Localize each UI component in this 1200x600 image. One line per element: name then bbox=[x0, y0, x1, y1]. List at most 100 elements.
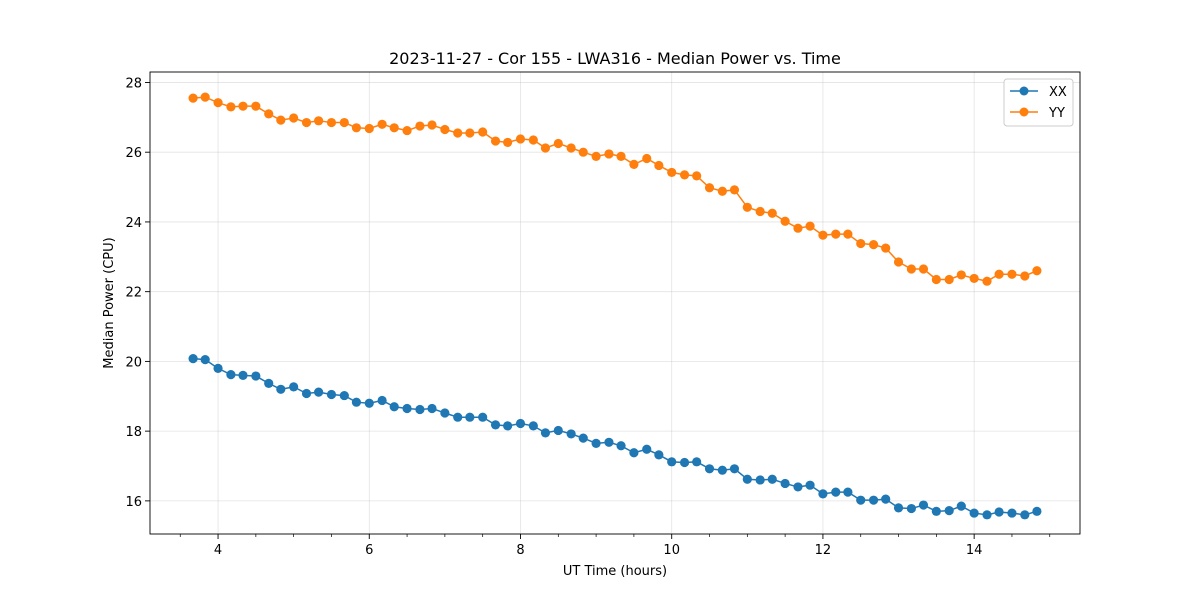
data-point-yy bbox=[944, 274, 954, 285]
data-point-yy bbox=[654, 160, 664, 171]
data-point-xx bbox=[238, 370, 248, 380]
data-point-xx bbox=[377, 395, 387, 406]
data-point-xx bbox=[578, 433, 588, 443]
data-point-xx bbox=[906, 503, 916, 514]
data-point-xx bbox=[931, 506, 941, 516]
data-point-xx bbox=[982, 510, 992, 520]
x-axis-label: UT Time (hours) bbox=[563, 564, 667, 579]
data-point-yy bbox=[377, 119, 387, 129]
data-point-yy bbox=[667, 167, 677, 178]
data-point-yy bbox=[918, 264, 929, 274]
data-point-yy bbox=[629, 159, 639, 169]
x-tick-label: 10 bbox=[663, 543, 680, 558]
data-point-xx bbox=[818, 489, 828, 499]
data-point-yy bbox=[805, 221, 815, 231]
y-tick-label: 28 bbox=[125, 76, 142, 91]
data-point-yy bbox=[238, 101, 248, 111]
y-axis-label: Median Power (CPU) bbox=[102, 237, 117, 368]
data-point-yy bbox=[793, 223, 803, 233]
data-point-yy bbox=[717, 186, 727, 196]
data-point-yy bbox=[188, 93, 198, 103]
data-point-xx bbox=[692, 457, 702, 467]
data-point-xx bbox=[289, 382, 299, 392]
data-point-xx bbox=[1032, 506, 1042, 516]
data-point-yy bbox=[415, 121, 425, 131]
data-point-yy bbox=[389, 123, 399, 133]
data-point-xx bbox=[503, 421, 513, 431]
data-point-xx bbox=[843, 487, 853, 497]
data-point-yy bbox=[213, 98, 223, 108]
data-point-xx bbox=[301, 388, 312, 399]
y-tick-label: 24 bbox=[125, 216, 142, 231]
data-point-yy bbox=[314, 116, 324, 126]
axis-ticks: 4 6 8 10 12 14 16 18 20 22 24 26 28 bbox=[125, 76, 1051, 558]
data-point-xx bbox=[226, 370, 236, 380]
data-point-xx bbox=[604, 437, 614, 447]
data-point-xx bbox=[868, 495, 879, 505]
data-point-xx bbox=[1007, 508, 1017, 518]
data-point-xx bbox=[918, 500, 929, 510]
data-point-yy bbox=[1032, 266, 1042, 276]
data-point-yy bbox=[453, 128, 463, 138]
data-point-yy bbox=[515, 134, 526, 144]
data-point-yy bbox=[364, 123, 374, 134]
data-point-yy bbox=[301, 117, 312, 128]
data-point-xx bbox=[994, 507, 1004, 517]
data-point-xx bbox=[780, 478, 790, 489]
data-point-xx bbox=[276, 384, 286, 394]
data-point-xx bbox=[326, 389, 337, 400]
data-point-yy bbox=[289, 113, 299, 123]
data-point-xx bbox=[453, 412, 463, 422]
data-point-yy bbox=[906, 264, 916, 274]
data-point-xx bbox=[314, 387, 324, 397]
plot-frame bbox=[149, 71, 1081, 535]
data-point-yy bbox=[956, 270, 966, 280]
y-tick-label: 26 bbox=[125, 146, 142, 161]
data-point-yy bbox=[755, 206, 765, 217]
data-point-yy bbox=[326, 117, 337, 128]
data-point-xx bbox=[654, 450, 664, 460]
series-xx bbox=[188, 354, 1042, 520]
data-point-yy bbox=[994, 269, 1004, 279]
legend-marker-yy bbox=[1019, 107, 1029, 117]
data-point-xx bbox=[465, 412, 475, 422]
data-point-yy bbox=[1020, 271, 1030, 281]
data-point-xx bbox=[515, 418, 526, 429]
data-point-xx bbox=[566, 429, 576, 439]
data-point-yy bbox=[604, 149, 614, 159]
data-point-yy bbox=[427, 120, 437, 130]
data-point-yy bbox=[969, 273, 979, 284]
data-point-yy bbox=[264, 109, 274, 119]
data-point-yy bbox=[465, 128, 475, 138]
data-point-yy bbox=[591, 151, 601, 161]
data-point-yy bbox=[478, 127, 488, 137]
data-point-xx bbox=[251, 371, 261, 381]
data-point-xx bbox=[704, 464, 715, 474]
x-tick-label: 8 bbox=[516, 543, 524, 558]
data-point-xx bbox=[755, 475, 765, 485]
data-point-yy bbox=[402, 125, 412, 136]
data-point-xx bbox=[717, 465, 727, 475]
data-point-yy bbox=[893, 257, 904, 267]
data-point-yy bbox=[339, 117, 349, 128]
data-point-xx bbox=[956, 501, 966, 511]
data-point-xx bbox=[642, 444, 652, 454]
legend: XX YY bbox=[1003, 78, 1074, 127]
data-point-xx bbox=[591, 438, 601, 448]
data-point-xx bbox=[793, 482, 803, 492]
data-point-yy bbox=[742, 202, 752, 212]
x-tick-label: 14 bbox=[966, 543, 983, 558]
data-point-xx bbox=[200, 355, 210, 365]
data-point-xx bbox=[767, 474, 777, 484]
data-point-xx bbox=[440, 408, 450, 418]
data-point-xx bbox=[893, 503, 904, 513]
data-point-yy bbox=[528, 135, 538, 145]
data-point-xx bbox=[478, 412, 488, 422]
series-layer bbox=[188, 92, 1042, 520]
data-point-xx bbox=[805, 480, 815, 490]
data-point-yy bbox=[982, 276, 992, 286]
y-tick-label: 20 bbox=[125, 355, 142, 370]
data-point-xx bbox=[742, 474, 752, 484]
